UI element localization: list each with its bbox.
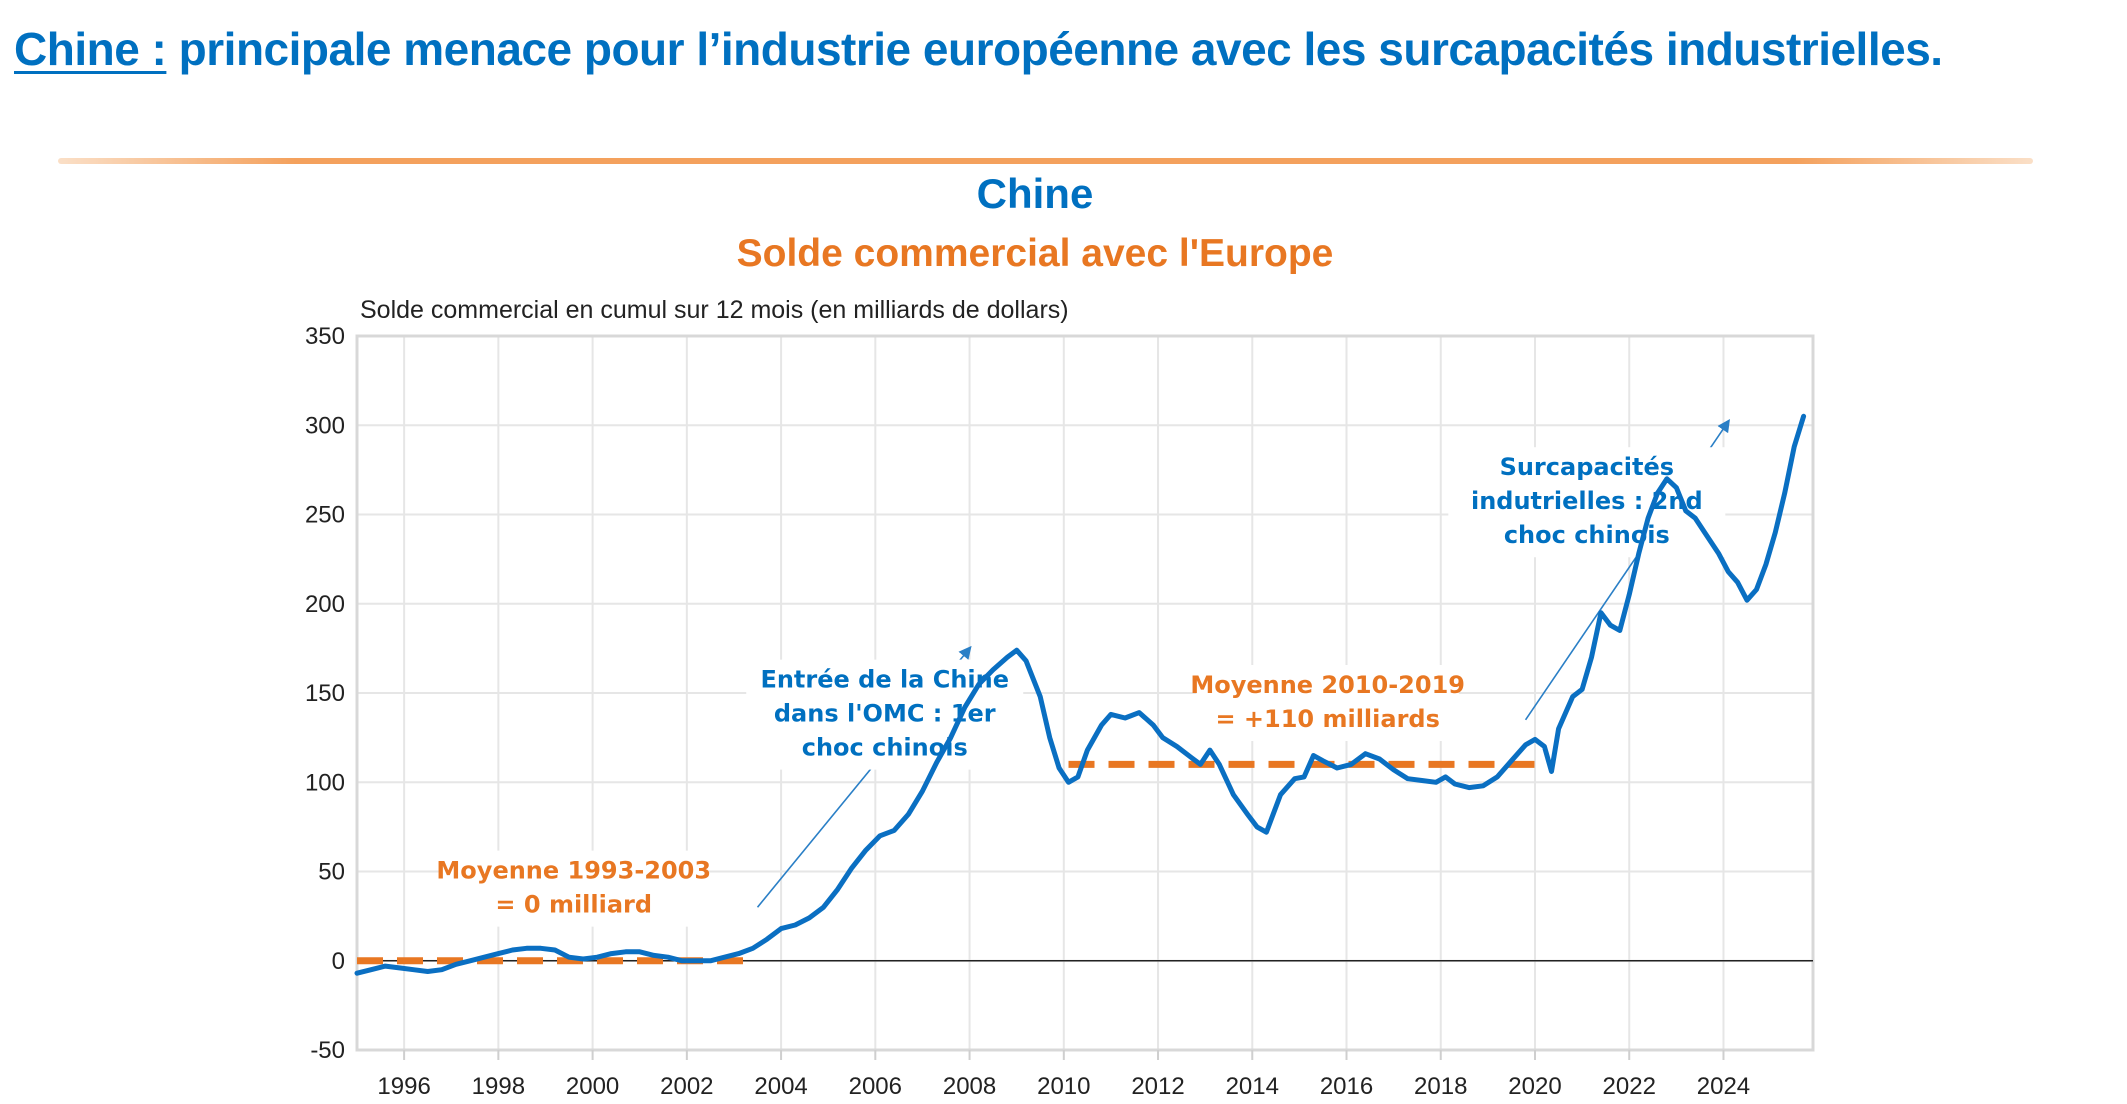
y-tick-label: 150: [305, 680, 345, 707]
tick-labels: -50 0 50 100 150 200 250 300 350 1996 1998 2000 2002…: [305, 323, 1750, 1100]
x-tick-label: 2012: [1131, 1073, 1184, 1100]
annotation-background: [1448, 447, 1726, 558]
annotation-text: Entrée de la Chine: [760, 666, 1009, 694]
annotation-mean-1993-2003: Moyenne 1993-2003 = 0 milliard: [436, 850, 711, 927]
y-tick-label: 100: [305, 769, 345, 796]
axes: [355, 334, 1815, 1060]
annotation-text: Surcapacités: [1500, 453, 1675, 481]
x-tick-label: 2024: [1697, 1073, 1750, 1100]
annotation-mean-2010-2019: Moyenne 2010-2019 = +110 milliards: [1190, 665, 1465, 741]
annotation-background: [746, 659, 1024, 770]
annotation-background: [1196, 665, 1459, 741]
x-tick-label: 2000: [566, 1073, 619, 1100]
x-tick-label: 2002: [660, 1073, 713, 1100]
y-tick-label: 0: [332, 948, 345, 975]
series: [354, 413, 1807, 976]
x-tick-label: 2022: [1603, 1073, 1656, 1100]
x-tick-label: 2014: [1226, 1073, 1279, 1100]
y-tick-label: -50: [310, 1037, 345, 1064]
y-tick-label: 350: [305, 323, 345, 350]
x-tick-label: 2006: [849, 1073, 902, 1100]
x-tick-label: 1996: [377, 1073, 430, 1100]
headline-keyword: Chine :: [14, 23, 167, 75]
x-tick-label: 2010: [1037, 1073, 1090, 1100]
y-tick-label: 50: [318, 859, 345, 886]
annotation-background: [442, 850, 706, 927]
annotation-text: = +110 milliards: [1215, 705, 1439, 733]
plot-frame: [355, 334, 1815, 1052]
chart-subtitle: Solde commercial avec l'Europe: [736, 232, 1334, 275]
y-tick-label: 250: [305, 502, 345, 529]
x-tick-label: 2016: [1320, 1073, 1373, 1100]
headline-text: principale menace pour l’industrie europ…: [166, 23, 1943, 75]
x-tick-label: 2008: [943, 1073, 996, 1100]
y-axis-label: Solde commercial en cumul sur 12 mois (e…: [360, 296, 1069, 324]
chart-title: Chine: [976, 170, 1094, 217]
x-tick-label: 1998: [472, 1073, 525, 1100]
page-headline: Chine : principale menace pour l’industr…: [14, 22, 1943, 76]
grid: [357, 336, 1813, 1050]
annotation-text: indutrielles : 2nd: [1471, 487, 1703, 515]
annotation-text: = 0 milliard: [495, 891, 652, 919]
annotation-text: Moyenne 2010-2019: [1190, 671, 1465, 699]
x-tick-label: 2004: [754, 1073, 807, 1100]
annotation-text: Moyenne 1993-2003: [436, 857, 711, 885]
x-tick-label: 2020: [1508, 1073, 1561, 1100]
y-tick-label: 200: [305, 591, 345, 618]
x-tick-label: 2018: [1414, 1073, 1467, 1100]
decorative-divider: [58, 158, 2033, 164]
y-tick-label: 300: [305, 412, 345, 439]
